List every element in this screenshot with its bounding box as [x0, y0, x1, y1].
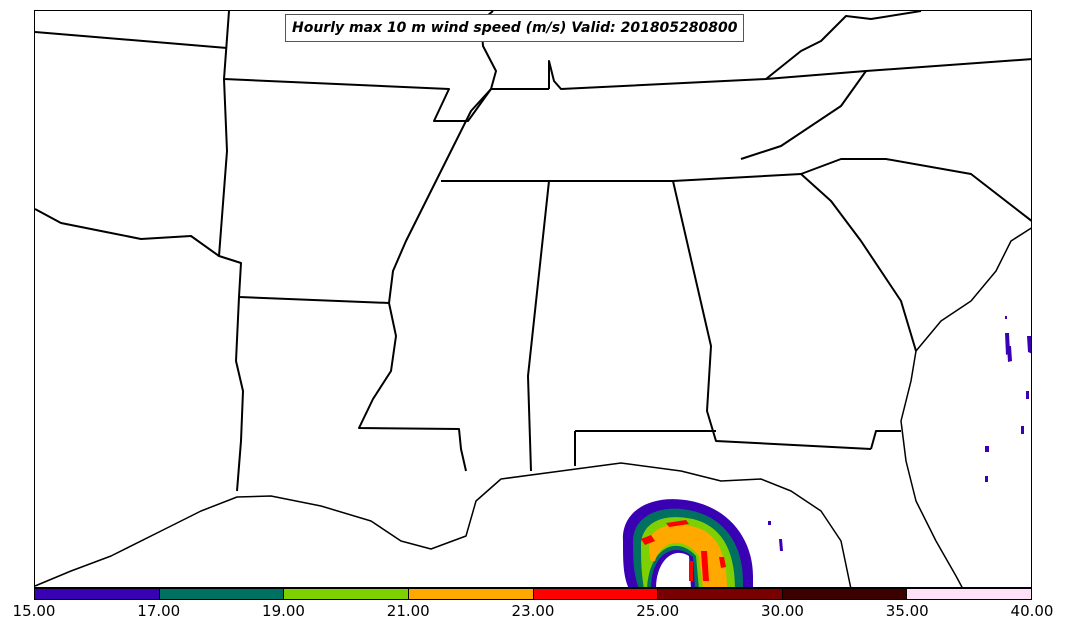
- state-boundary: [358, 88, 492, 472]
- map-canvas: [35, 11, 1031, 587]
- colorbar-segment: [35, 589, 160, 599]
- colorbar-segment: [408, 589, 534, 599]
- coastline: [35, 462, 852, 587]
- state-boundary: [35, 208, 220, 257]
- state-boundary: [765, 11, 922, 80]
- colorbar-tick-label: 30.00: [761, 602, 804, 620]
- state-boundary: [740, 70, 867, 160]
- colorbar-tick-label: 15.00: [12, 602, 56, 620]
- state-boundary: [35, 31, 228, 49]
- colorbar-tick-label: 21.00: [386, 602, 430, 620]
- colorbar-segment: [782, 589, 908, 599]
- coastline: [915, 227, 1031, 352]
- colorbar: [34, 588, 1032, 600]
- colorbar-tick-label: 23.00: [511, 602, 555, 620]
- map-title: Hourly max 10 m wind speed (m/s) Valid: …: [285, 14, 745, 42]
- state-boundary: [672, 158, 1031, 222]
- colorbar-tick-label: 35.00: [885, 602, 929, 620]
- state-boundary: [870, 430, 901, 450]
- state-boundary: [548, 58, 1031, 90]
- state-boundary: [543, 180, 872, 450]
- state-boundary: [218, 78, 390, 304]
- colorbar-tick-label: 25.00: [636, 602, 680, 620]
- colorbar-segment: [284, 589, 409, 599]
- state-boundary: [527, 180, 550, 472]
- coastline: [900, 350, 963, 587]
- colorbar-segment: [533, 589, 659, 599]
- colorbar-tick-label: 19.00: [262, 602, 305, 620]
- map-panel: [34, 10, 1032, 588]
- wind-speed-contours: [622, 316, 1031, 587]
- colorbar-segment: [658, 589, 783, 599]
- colorbar-segment: [159, 589, 285, 599]
- colorbar-tick-label: 17.00: [137, 602, 181, 620]
- colorbar-tick-label: 40.00: [1010, 602, 1054, 620]
- colorbar-segment: [907, 589, 1031, 599]
- state-boundary: [235, 296, 244, 492]
- state-boundary: [800, 173, 917, 352]
